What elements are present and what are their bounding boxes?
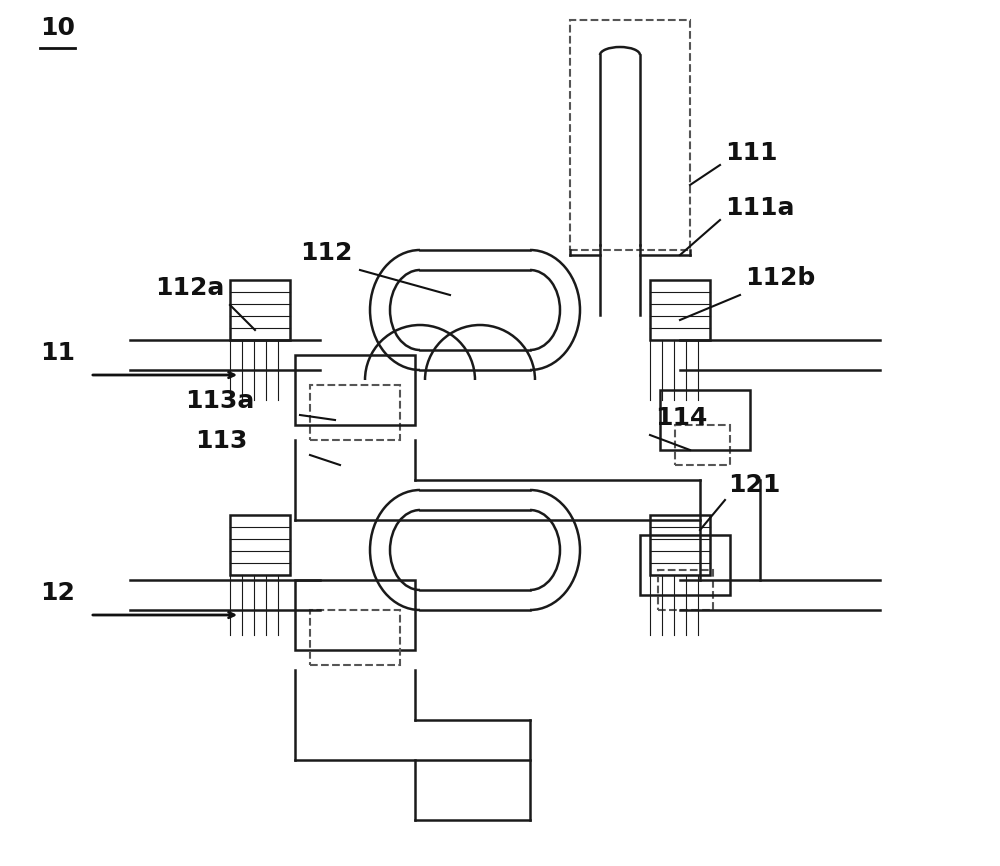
Bar: [230, 280, 290, 340]
Bar: [295, 355, 415, 425]
Bar: [650, 515, 710, 575]
Bar: [230, 515, 290, 575]
Bar: [570, 20, 690, 250]
Bar: [650, 280, 710, 340]
Text: 113: 113: [195, 429, 247, 453]
Bar: [675, 425, 730, 465]
Text: 10: 10: [40, 16, 75, 40]
Text: 111a: 111a: [725, 196, 794, 220]
Text: 113a: 113a: [185, 389, 254, 413]
Text: 112b: 112b: [745, 266, 815, 290]
Bar: [640, 535, 730, 595]
Bar: [658, 570, 713, 610]
Bar: [295, 580, 415, 650]
Text: 114: 114: [655, 406, 707, 430]
Text: 11: 11: [40, 341, 75, 365]
Text: 112a: 112a: [155, 276, 224, 300]
Bar: [310, 385, 400, 440]
Text: 121: 121: [728, 473, 780, 497]
Bar: [660, 390, 750, 450]
Text: 12: 12: [40, 581, 75, 605]
Text: 111: 111: [725, 141, 778, 165]
Text: 112: 112: [300, 241, 352, 265]
Bar: [310, 610, 400, 665]
